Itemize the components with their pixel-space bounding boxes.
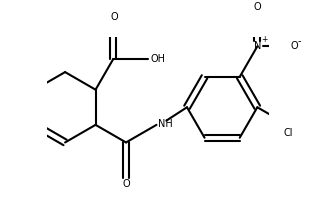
Text: -: -	[297, 36, 301, 46]
Text: O: O	[123, 179, 130, 189]
Text: OH: OH	[150, 54, 165, 64]
Text: Cl: Cl	[284, 128, 293, 138]
Text: +: +	[261, 35, 267, 44]
Text: O: O	[110, 12, 118, 22]
Text: O: O	[253, 2, 261, 12]
Text: NH: NH	[158, 119, 173, 129]
Text: O: O	[291, 41, 298, 51]
Text: N: N	[254, 41, 261, 51]
